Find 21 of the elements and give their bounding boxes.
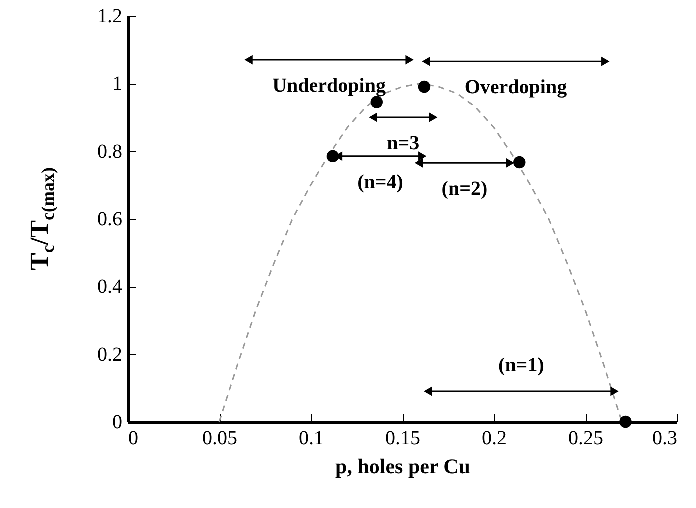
x-tick-label: 0.05 bbox=[202, 428, 238, 450]
y-tick-label: 0.4 bbox=[98, 276, 122, 298]
annotation: (n=4) bbox=[358, 171, 404, 194]
annotation: Underdoping bbox=[272, 74, 386, 97]
x-tick-label: 0.25 bbox=[568, 428, 604, 450]
annotation: Overdoping bbox=[464, 76, 568, 99]
x-tick-label: 0.2 bbox=[482, 428, 507, 450]
y-tick-label: 0.2 bbox=[98, 344, 122, 366]
x-tick-label: 0.1 bbox=[299, 428, 324, 450]
y-tick-label: 1.2 bbox=[98, 6, 122, 28]
x-tick-label: 0 bbox=[128, 428, 138, 450]
y-tick-label: 1 bbox=[112, 73, 122, 96]
annotation: n=3 bbox=[387, 132, 420, 154]
y-tick-label: 0.6 bbox=[98, 208, 122, 230]
annotation: (n=2) bbox=[442, 178, 488, 200]
x-axis-title: p, holes per Cu bbox=[336, 454, 471, 478]
annotation: (n=1) bbox=[498, 354, 544, 377]
y-tick-label: 0 bbox=[112, 412, 122, 434]
x-tick-label: 0.15 bbox=[386, 428, 420, 450]
x-tick-label: 0.3 bbox=[652, 428, 678, 450]
y-tick-label: 0.8 bbox=[98, 140, 122, 163]
